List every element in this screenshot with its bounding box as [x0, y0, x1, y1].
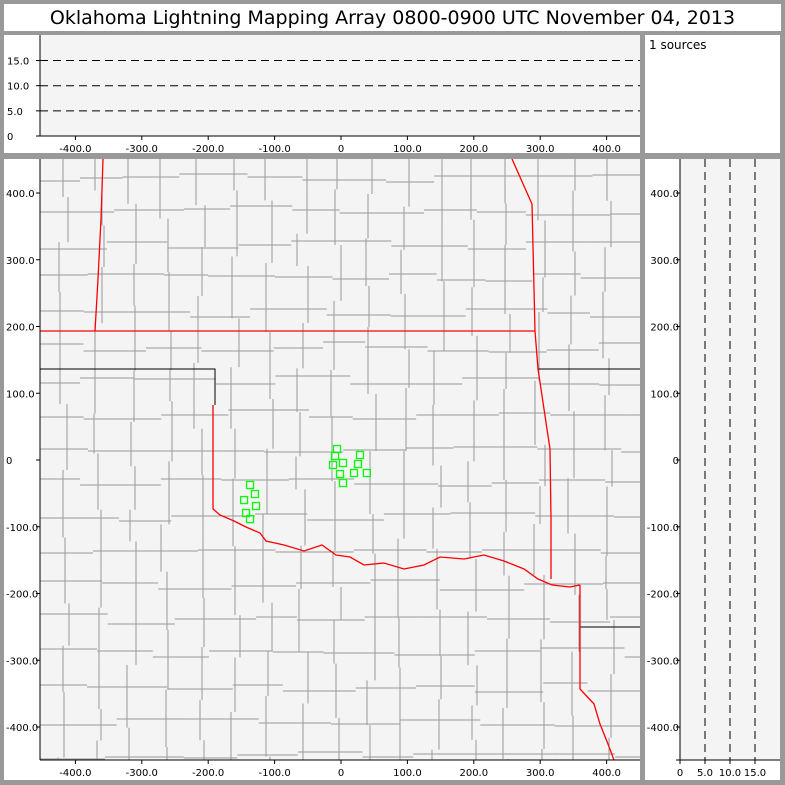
lightning-source-marker	[349, 468, 359, 478]
y-tick-label: 100.0	[650, 389, 679, 400]
y-tick-label: -400.0	[647, 723, 679, 734]
north-altitude-plot: 0 5.0 10.0 15.0 400.0 300.0 200.0 100.0 0 -100.0 -…	[647, 159, 780, 779]
y-tick-label: 300.0	[650, 256, 679, 267]
lightning-source-marker	[245, 480, 255, 490]
lightning-source-marker	[362, 468, 372, 478]
y-tick-label: 100.0	[6, 389, 35, 400]
lightning-source-marker	[355, 450, 365, 460]
lightning-source-marker	[335, 469, 345, 479]
x-tick-label: 200.0	[459, 144, 488, 153]
lightning-source-marker	[250, 489, 260, 499]
y-tick-label: -200.0	[647, 590, 679, 601]
lightning-source-marker	[245, 514, 255, 524]
lightning-source-marker	[338, 458, 348, 468]
x-tick-label: 0	[338, 768, 344, 779]
source-count: 1 sources	[649, 38, 707, 52]
y-tick-label: 300.0	[6, 256, 35, 267]
x-tick-label: 100.0	[393, 144, 422, 153]
x-tick-label: 300.0	[526, 144, 555, 153]
lightning-source-marker	[353, 459, 363, 469]
x-tick-label: 400.0	[592, 768, 621, 779]
y-tick-label: 0	[7, 132, 13, 143]
lightning-source-marker	[330, 451, 340, 461]
y-tick-label: -300.0	[6, 656, 38, 667]
y-tick-label: 200.0	[6, 323, 35, 334]
y-tick-label: 5.0	[7, 107, 23, 118]
y-tick-label: -200.0	[6, 590, 38, 601]
y-tick-label: 15.0	[7, 57, 29, 68]
y-tick-label: 10.0	[7, 82, 29, 93]
y-tick-label: -400.0	[6, 723, 38, 734]
x-tick-label: -400.0	[59, 768, 91, 779]
lightning-source-marker	[251, 501, 261, 511]
x-tick-label: 5.0	[697, 768, 713, 779]
y-tick-label: 0	[6, 456, 12, 467]
y-tick-label: -100.0	[647, 523, 679, 534]
y-tick-label: -100.0	[6, 523, 38, 534]
altitude-east-plot: 0 5.0 10.0 15.0 -400.0 -300.0 -200.0 -100.0 0 100…	[7, 35, 640, 153]
lightning-source-marker	[328, 460, 338, 470]
x-tick-label: -200.0	[192, 768, 224, 779]
x-tick-label: -100.0	[258, 144, 290, 153]
x-tick-label: 100.0	[393, 768, 422, 779]
y-tick-label: 200.0	[650, 323, 679, 334]
y-tick-label: 0	[673, 456, 679, 467]
x-tick-label: -300.0	[126, 768, 158, 779]
y-tick-label: -300.0	[647, 656, 679, 667]
x-tick-label: 0	[338, 144, 344, 153]
plan-view-panel: 400.0 300.0 200.0 100.0 0 -100.0 -200.0 -300.0 -…	[4, 159, 640, 780]
title-bar: Oklahoma Lightning Mapping Array 0800-09…	[4, 4, 781, 31]
state-border-red	[212, 405, 581, 588]
x-tick-label: 400.0	[592, 144, 621, 153]
x-tick-label: 200.0	[459, 768, 488, 779]
state-border	[40, 368, 216, 405]
y-tick-label: 400.0	[650, 189, 679, 200]
x-tick-label: 10.0	[719, 768, 741, 779]
x-tick-label: 300.0	[526, 768, 555, 779]
x-tick-label: 0	[677, 768, 683, 779]
state-border-red	[579, 585, 615, 761]
plot-title: Oklahoma Lightning Mapping Array 0800-09…	[49, 7, 736, 29]
state-border-red	[511, 159, 552, 579]
north-altitude-panel: 0 5.0 10.0 15.0 400.0 300.0 200.0 100.0 0 -100.0 -…	[645, 159, 780, 780]
lightning-source-marker	[239, 495, 249, 505]
plan-view-map: 400.0 300.0 200.0 100.0 0 -100.0 -200.0 -300.0 -…	[6, 159, 640, 779]
lightning-source-marker	[338, 478, 348, 488]
x-tick-label: -200.0	[192, 144, 224, 153]
x-tick-label: -400.0	[59, 144, 91, 153]
x-tick-label: -100.0	[258, 768, 290, 779]
x-tick-label: 15.0	[744, 768, 766, 779]
altitude-east-panel: 0 5.0 10.0 15.0 -400.0 -300.0 -200.0 -100.0 0 100…	[4, 35, 640, 153]
state-border-red	[94, 159, 104, 332]
y-tick-label: 400.0	[6, 189, 35, 200]
info-panel: 1 sources	[645, 35, 780, 153]
x-tick-label: -300.0	[126, 144, 158, 153]
